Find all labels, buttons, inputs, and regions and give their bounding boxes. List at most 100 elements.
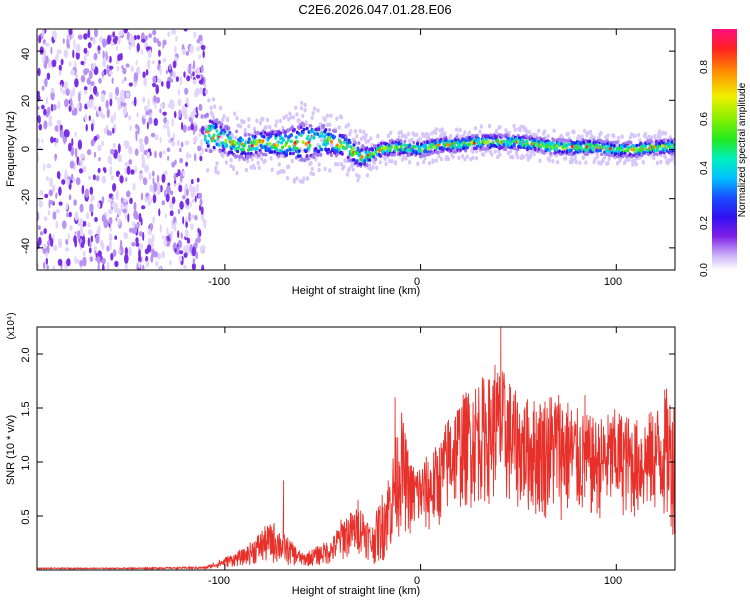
spectrogram-noise-mark — [44, 55, 49, 64]
spectrogram-band-mark — [288, 151, 292, 156]
spectrogram-band-halo-mark — [581, 155, 586, 160]
spectrogram-band-mark — [242, 143, 246, 148]
spectrogram-band-mark — [203, 134, 207, 139]
spectrogram-noise-mark — [195, 74, 201, 79]
spectrogram-band-mark — [654, 139, 658, 144]
spectrogram-noise-mark — [146, 151, 150, 159]
spectrogram-band-mark — [535, 136, 539, 140]
spectrogram-noise-mark — [151, 170, 155, 177]
spectrogram-band-halo-mark — [216, 170, 220, 175]
spectrogram-band-halo-mark — [317, 167, 321, 173]
spectrogram-band-halo-mark — [644, 131, 648, 137]
spectrogram-noise-mark — [127, 248, 132, 257]
spectrogram-noise-mark — [46, 163, 52, 169]
spectrogram-band-halo-mark — [439, 156, 443, 162]
spectrogram-band-mark — [468, 142, 471, 147]
spectrogram-band-mark — [496, 138, 500, 142]
spectrogram-band-halo-mark — [298, 179, 302, 184]
spectrogram-band-mark — [292, 127, 296, 132]
spectrogram-band-halo-mark — [350, 162, 354, 167]
spectrogram-band-mark — [423, 153, 426, 158]
spectrogram-band-mark — [399, 144, 403, 149]
spectrogram-band-mark — [516, 147, 519, 152]
spectrogram-noise-mark — [128, 115, 132, 121]
spectrogram-noise-mark — [197, 145, 202, 152]
spectrogram-band-mark — [599, 148, 603, 153]
spectrogram-band-mark — [273, 149, 277, 154]
spectrogram-noise-mark — [185, 97, 189, 103]
spectrogram-noise-mark — [170, 230, 174, 238]
spectrogram-noise-mark — [167, 132, 171, 138]
spectrogram-band-mark — [560, 142, 563, 146]
spectrogram-band-halo-mark — [572, 129, 576, 135]
spectrogram-noise-mark — [55, 208, 60, 214]
spectrogram-noise-mark — [106, 261, 110, 270]
spectrogram-band-mark — [529, 146, 533, 151]
spectrogram-band-mark — [644, 144, 648, 148]
spectrogram-noise-mark — [129, 124, 132, 131]
spectrogram-noise-mark — [144, 135, 149, 145]
spectrogram-band-halo-mark — [260, 156, 264, 161]
spectrogram-noise-mark — [65, 247, 70, 252]
spectrogram-noise-mark — [153, 118, 158, 126]
spectrogram-noise-mark — [126, 140, 130, 148]
spectrogram-noise-mark — [114, 35, 118, 42]
spectrogram-noise-mark — [58, 70, 62, 76]
spectrogram-noise-mark — [145, 110, 150, 116]
spectrogram-noise-mark — [135, 242, 140, 247]
spectrogram-noise-mark — [85, 68, 90, 73]
spectrogram-band-mark — [263, 130, 267, 135]
spectrogram-band-halo-mark — [226, 117, 230, 123]
spectrogram-noise-mark — [112, 142, 116, 149]
spectrogram-noise-mark — [158, 60, 161, 65]
spectrogram-noise-mark — [143, 177, 148, 186]
spectrogram-band-halo-mark — [406, 131, 410, 137]
spectrogram-noise-mark — [55, 192, 58, 199]
spectrogram-band-halo-mark — [612, 134, 616, 139]
spectrogram-noise-mark — [152, 177, 155, 185]
spectrogram-noise-mark — [98, 157, 101, 162]
spectrogram-noise-mark — [45, 257, 48, 265]
spectrogram-band-halo-mark — [574, 159, 579, 165]
spectrogram-band-mark — [586, 151, 590, 156]
spectrogram-noise-mark — [87, 29, 91, 39]
spectrogram-noise-mark — [101, 214, 106, 223]
snr-x-axis-label: Height of straight line (km) — [292, 585, 420, 597]
spectrogram-band-halo-mark — [389, 130, 393, 135]
spectrogram-band-halo-mark — [368, 163, 372, 168]
spectrogram-noise-mark — [50, 91, 55, 101]
spectrogram-band-halo-mark — [343, 158, 347, 163]
spectrogram-band-halo-mark — [317, 162, 321, 167]
spectrogram-noise-mark — [42, 29, 45, 37]
spectrogram-band-halo-mark — [209, 105, 213, 111]
spectrogram-noise-mark — [86, 149, 92, 156]
spectrogram-band-mark — [351, 147, 355, 151]
spectrogram-band-mark — [368, 158, 372, 162]
spectrogram-noise-mark — [124, 161, 129, 167]
spectrogram-band-mark — [650, 139, 653, 144]
spectrogram-noise-mark — [80, 60, 85, 66]
spectrogram-band-mark — [206, 139, 210, 144]
spectrogram-band-mark — [672, 138, 675, 142]
spectrogram-noise-mark — [140, 192, 144, 201]
spectrogram-noise-mark — [173, 172, 177, 182]
spectrogram-band-halo-mark — [415, 132, 419, 137]
spectrogram-noise-mark — [159, 66, 162, 76]
spectrogram-noise-mark — [117, 103, 122, 111]
spectrogram-noise-mark — [136, 66, 141, 75]
spectrogram-band-mark — [600, 152, 604, 156]
spectrogram-band-mark — [286, 148, 289, 153]
spectrogram-band-halo-mark — [652, 155, 656, 161]
spectrogram-noise-mark — [100, 140, 105, 146]
spectrogram-noise-mark — [82, 165, 87, 173]
spectrogram-noise-mark — [44, 77, 48, 88]
spectrogram-noise-mark — [122, 105, 128, 116]
spectrogram-band-mark — [215, 129, 219, 133]
spectrogram-noise-mark — [54, 153, 57, 162]
spectrogram-noise-mark — [133, 96, 137, 107]
spectrogram-band-halo-mark — [494, 128, 499, 134]
spectrogram-band-mark — [591, 148, 595, 152]
spectrogram-noise-mark — [62, 220, 67, 229]
spectrogram-band-halo-mark — [527, 129, 532, 134]
spectrogram-noise-mark — [146, 244, 152, 253]
